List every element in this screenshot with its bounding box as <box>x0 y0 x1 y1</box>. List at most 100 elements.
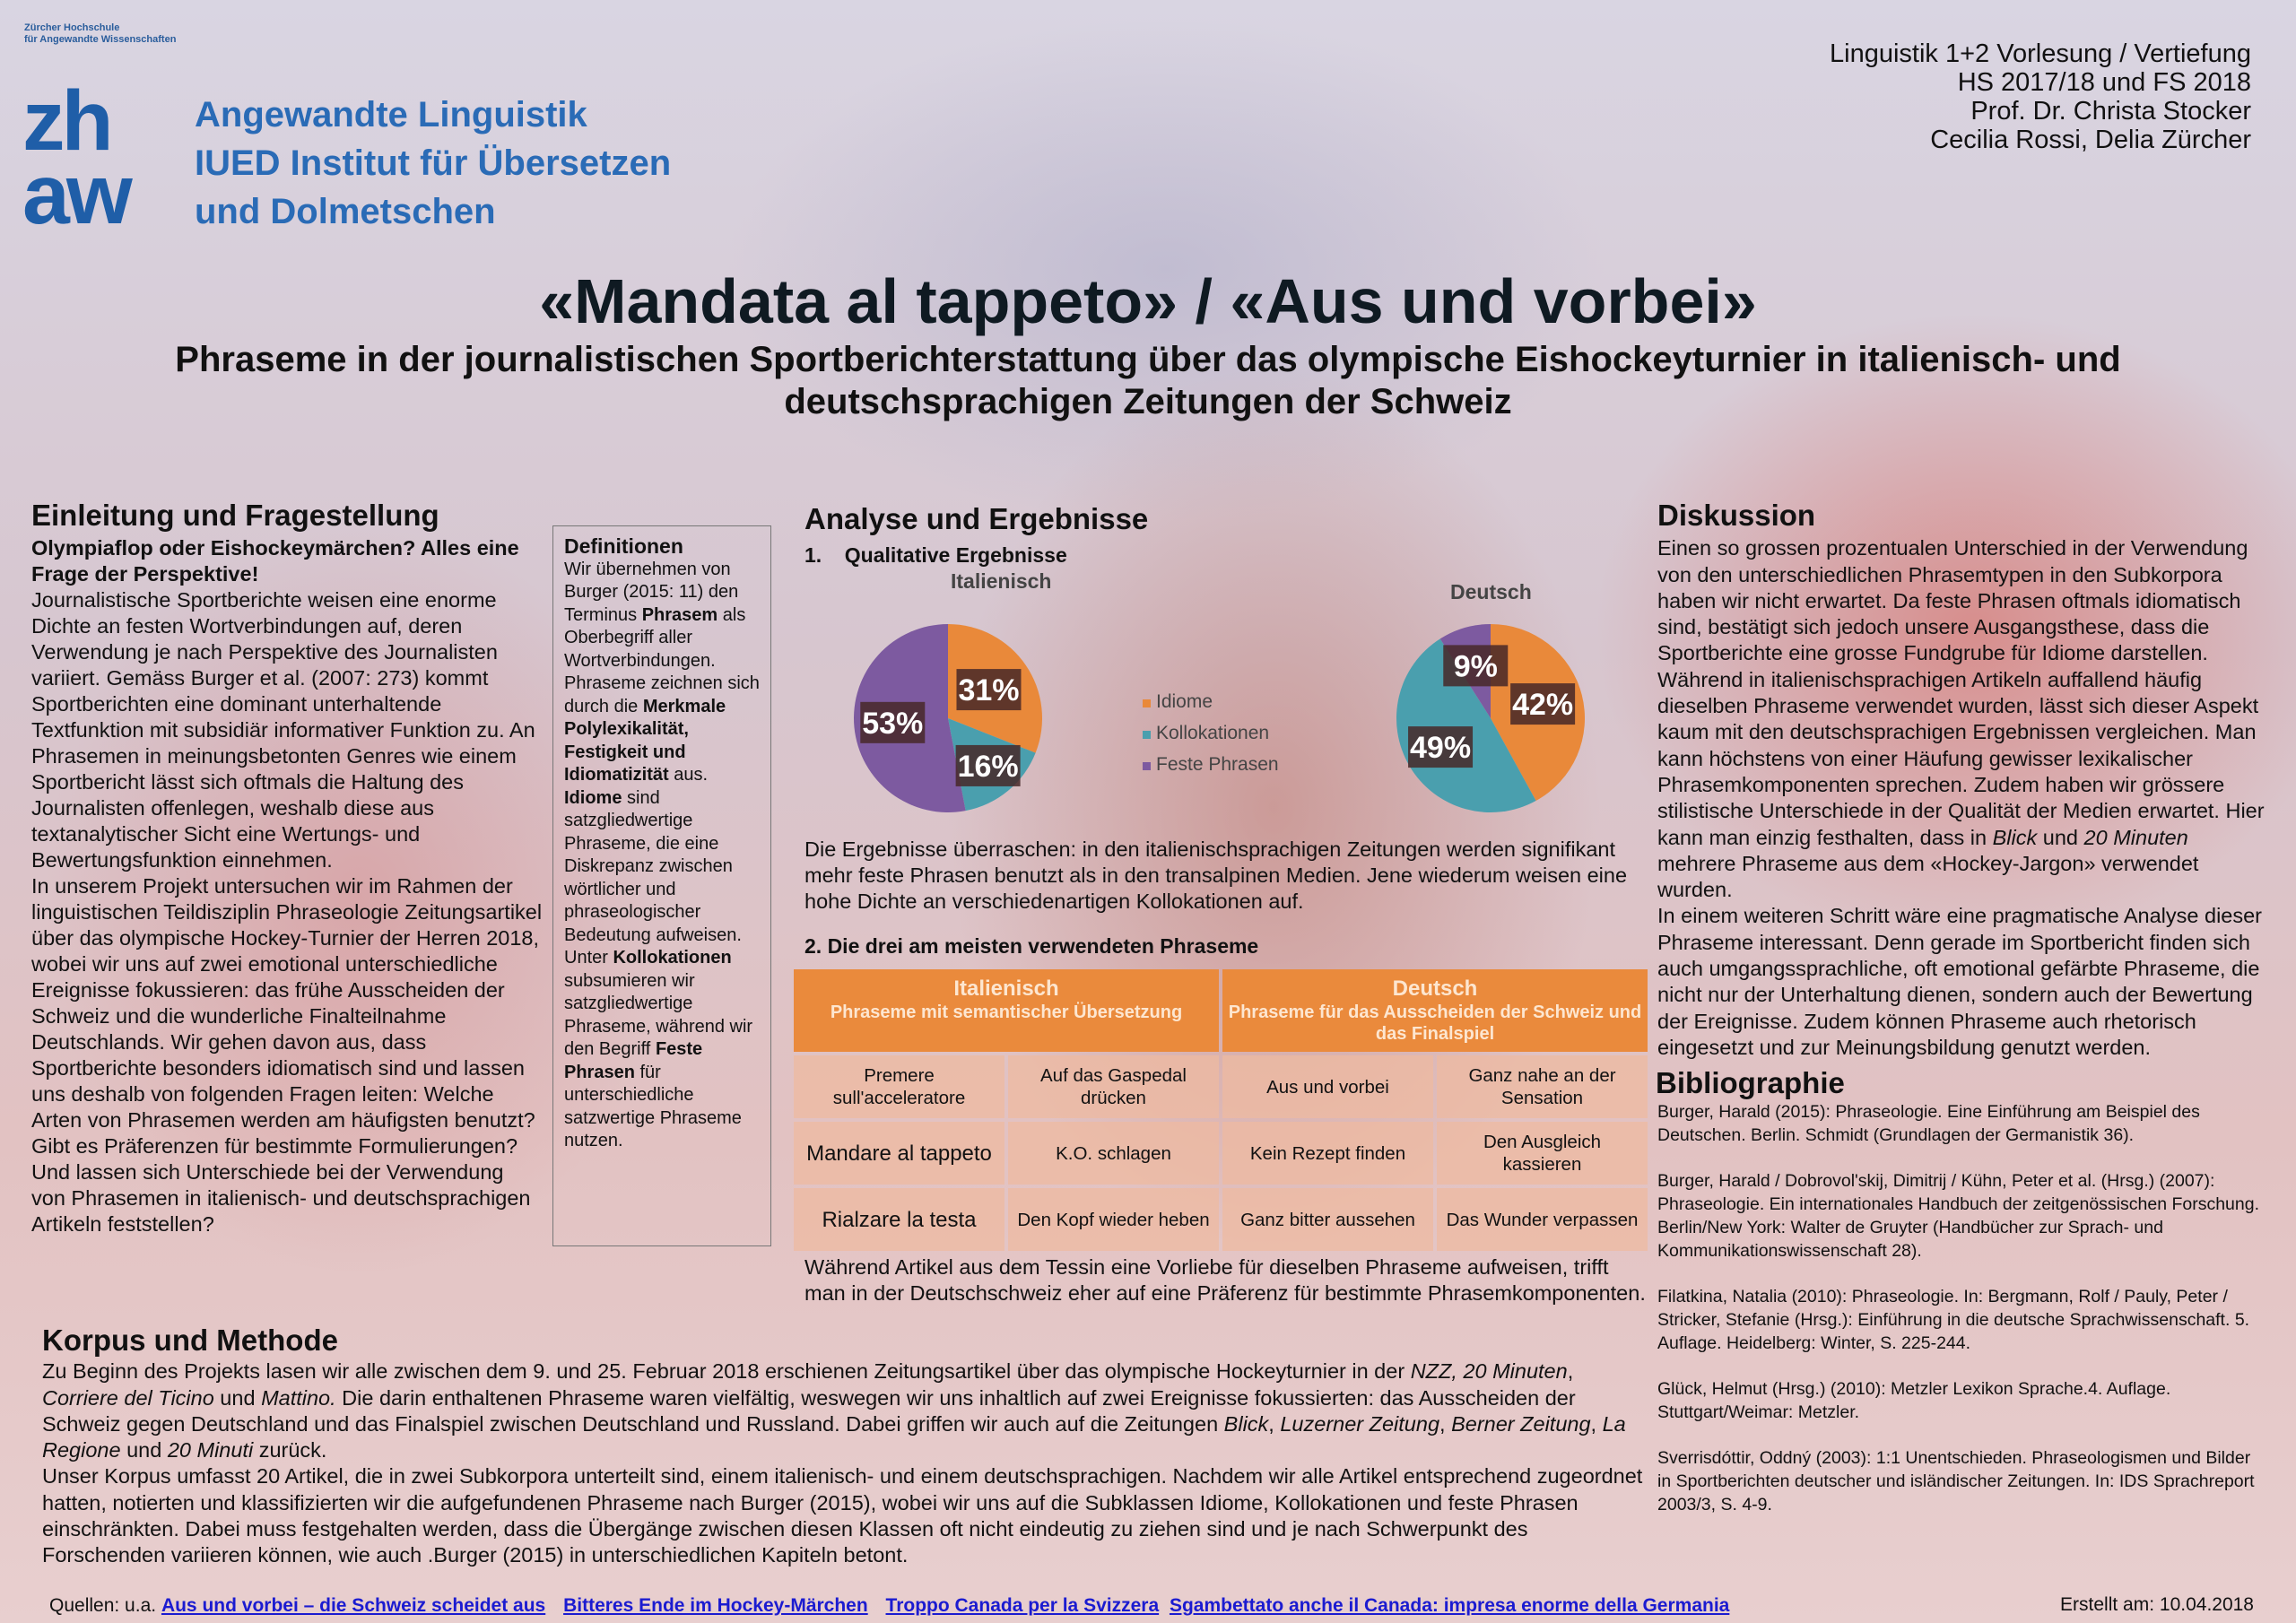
korpus-text: , <box>1590 1411 1603 1436</box>
discussion-text: Während in italienischsprachigen Artikel… <box>1657 667 2265 849</box>
table-cell: Rialzare la testa <box>794 1188 1004 1251</box>
bibliography-entry: Burger, Harald (2015): Phraseologie. Ein… <box>1657 1101 2200 1145</box>
pie-label-background <box>1510 683 1576 725</box>
source-link[interactable]: Troppo Canada per la Svizzera <box>885 1595 1160 1616</box>
discussion-section: Diskussion Einen so grossen prozentualen… <box>1656 500 2267 1539</box>
intro-paragraph-2: In unserem Projekt untersuchen wir im Ra… <box>31 874 543 1236</box>
intro-paragraph-1: Journalistische Sportberichte weisen ein… <box>31 588 535 872</box>
results-text: Die Ergebnisse überraschen: in den itali… <box>804 838 1628 913</box>
bibliography-entry: Glück, Helmut (Hrsg.) (2010): Metzler Le… <box>1657 1378 2171 1422</box>
course-line2: HS 2017/18 und FS 2018 <box>1957 68 2251 97</box>
def-term-phrasem: Phrasem <box>641 604 718 625</box>
pie-charts: Italienisch Deutsch 31% 16% 53% 42% 49% 9% I… <box>804 568 1648 837</box>
def-term-merkmale: Merkmale Polylexikalität, Festigkeit und… <box>564 696 726 785</box>
korpus-text: zurück. <box>253 1438 327 1462</box>
intro-section: Einleitung und Fragestellung Olympiaflop… <box>31 500 543 1237</box>
korpus-text: und <box>120 1438 168 1462</box>
newspaper-name: Blick <box>1223 1411 1269 1436</box>
legend-label: Feste Phrasen <box>1156 754 1279 775</box>
header-title: Italienisch <box>953 976 1059 1001</box>
legend-item-idiome: Idiome <box>1143 686 1279 717</box>
definitions-text: Wir übernehmen von Burger (2015: 11) den… <box>564 559 760 1153</box>
pie-data-label: 53% <box>862 707 923 741</box>
poster-subtitle: Phraseme in der journalistischen Sportbe… <box>175 340 2121 421</box>
discussion-text: und <box>2037 825 2084 849</box>
department-line3: und Dolmetschen <box>195 192 496 231</box>
institution-small-line1: Zürcher Hochschule <box>24 22 120 33</box>
legend-label: Kollokationen <box>1156 723 1270 743</box>
course-line4: Cecilia Rossi, Delia Zürcher <box>1930 126 2251 154</box>
header-subtitle: Phraseme mit semantischer Übersetzung <box>830 1002 1183 1022</box>
table-cell: Das Wunder verpassen <box>1437 1188 1648 1251</box>
korpus-heading: Korpus und Methode <box>42 1324 338 1357</box>
def-term-idiome: Idiome <box>564 787 622 808</box>
table-conclusion: Während Artikel aus dem Tessin eine Vorl… <box>804 1255 1646 1305</box>
korpus-paragraph-1: Zu Beginn des Projekts lasen wir alle zw… <box>42 1358 1648 1463</box>
korpus-section: Korpus und Methode Zu Beginn des Projekt… <box>42 1324 1648 1569</box>
department-name: Angewandte Linguistik IUED Institut für … <box>195 91 671 236</box>
header-title: Deutsch <box>1392 976 1478 1001</box>
phrasem-table: Italienisch Phraseme mit semantischer Übe… <box>790 966 1651 1254</box>
korpus-text: , <box>1439 1411 1452 1436</box>
def-text: subsumieren wir satzgliedwertige Phrasem… <box>564 970 753 1060</box>
legend-item-kollokationen: Kollokationen <box>1143 717 1279 749</box>
table-cell: Den Kopf wieder heben <box>1008 1188 1219 1251</box>
table-header-italienisch: Italienisch Phraseme mit semantischer Übe… <box>794 969 1219 1052</box>
newspaper-name: Berner Zeitung <box>1451 1411 1591 1436</box>
pie-label-background <box>955 744 1021 786</box>
sources-footer: Quellen: u.a. Aus und vorbei – die Schwe… <box>49 1595 1742 1617</box>
analysis-heading: Analyse und Ergebnisse <box>804 502 1149 535</box>
logo-mark-line2: aw <box>22 147 133 242</box>
source-link[interactable]: Bitteres Ende im Hockey-Märchen <box>563 1595 868 1616</box>
discussion-paragraph-2: Während in italienischsprachigen Artikel… <box>1657 667 2267 904</box>
bibliography-list: Burger, Harald (2015): Phraseologie. Ein… <box>1657 1100 2267 1516</box>
department-line2: IUED Institut für Übersetzen <box>195 143 672 183</box>
table-cell: Premere sull'acceleratore <box>794 1055 1004 1118</box>
course-line3: Prof. Dr. Christa Stocker <box>1970 97 2251 126</box>
pie-slice-kollokationen <box>1396 638 1536 813</box>
table-cell: Mandare al tappeto <box>794 1122 1004 1185</box>
def-text: Wir übernehmen von Burger (2015: 11) den… <box>564 559 739 625</box>
legend-item-feste-phrasen: Feste Phrasen <box>1143 749 1279 780</box>
logo-mark-line1: zh <box>22 74 114 169</box>
table-row: Rialzare la testa Den Kopf wieder heben … <box>794 1188 1648 1251</box>
zhaw-logo: zh aw <box>22 74 133 242</box>
def-text: für unterschiedliche satzwertige Phrasem… <box>564 1062 742 1151</box>
qualitative-label: Qualitative Ergebnisse <box>844 543 1067 567</box>
pie-data-label: 42% <box>1512 688 1573 722</box>
newspaper-name: NZZ, 20 Minuten <box>1410 1359 1568 1384</box>
department-line1: Angewandte Linguistik <box>195 95 587 135</box>
newspaper-name: 20 Minuti <box>167 1438 254 1462</box>
def-text: aus. <box>668 765 709 785</box>
source-link[interactable]: Aus und vorbei – die Schweiz scheidet au… <box>161 1595 546 1616</box>
def-text: als Oberbegriff aller Wortverbindungen. … <box>564 604 760 716</box>
table-cell: Den Ausgleich kassieren <box>1437 1122 1648 1185</box>
table-heading: 2. Die drei am meisten verwendeten Phras… <box>804 934 1259 958</box>
table-cell: K.O. schlagen <box>1008 1122 1219 1185</box>
discussion-paragraph-3: In einem weiteren Schritt wäre eine prag… <box>1657 904 2263 1059</box>
analysis-section: Analyse und Ergebnisse 1. Qualitative Er… <box>794 502 1648 1306</box>
table-row: Premere sull'acceleratore Auf das Gasped… <box>794 1055 1648 1118</box>
korpus-text: und <box>213 1385 262 1410</box>
institution-small-line2: für Angewandte Wissenschaften <box>24 34 177 45</box>
intro-lead: Olympiaflop oder Eishockeymärchen? Alles… <box>31 536 519 586</box>
table-cell: Auf das Gaspedal drücken <box>1008 1055 1219 1118</box>
pie-data-label: 31% <box>958 673 1019 707</box>
table-cell: Ganz bitter aussehen <box>1222 1188 1433 1251</box>
korpus-text: Die darin enthaltenen Phraseme waren vie… <box>42 1385 1576 1436</box>
table-cell: Kein Rezept finden <box>1222 1122 1433 1185</box>
poster-title: «Mandata al tappeto» / «Aus und vorbei» <box>539 266 1757 336</box>
newspaper-name: 20 Minuten <box>2083 825 2188 849</box>
source-link[interactable]: Sgambettato anche il Canada: impresa eno… <box>1169 1595 1730 1616</box>
legend-label: Idiome <box>1156 691 1213 712</box>
course-info: Linguistik 1+2 Vorlesung / Vertiefung HS… <box>1830 39 2251 154</box>
korpus-text: , <box>1268 1411 1281 1436</box>
discussion-text: mehrere Phraseme aus dem «Hockey-Jargon»… <box>1657 851 2199 902</box>
course-line1: Linguistik 1+2 Vorlesung / Vertiefung <box>1830 39 2251 68</box>
pie-data-label: 16% <box>958 750 1019 784</box>
sources-label: Quellen: u.a. <box>49 1595 157 1616</box>
bibliography-entry: Burger, Harald / Dobrovol'skij, Dimitrij… <box>1657 1170 2259 1261</box>
table-row: Mandare al tappeto K.O. schlagen Kein Re… <box>794 1122 1648 1185</box>
korpus-text: Zu Beginn des Projekts lasen wir alle zw… <box>42 1359 1411 1384</box>
definitions-heading: Definitionen <box>564 534 683 558</box>
